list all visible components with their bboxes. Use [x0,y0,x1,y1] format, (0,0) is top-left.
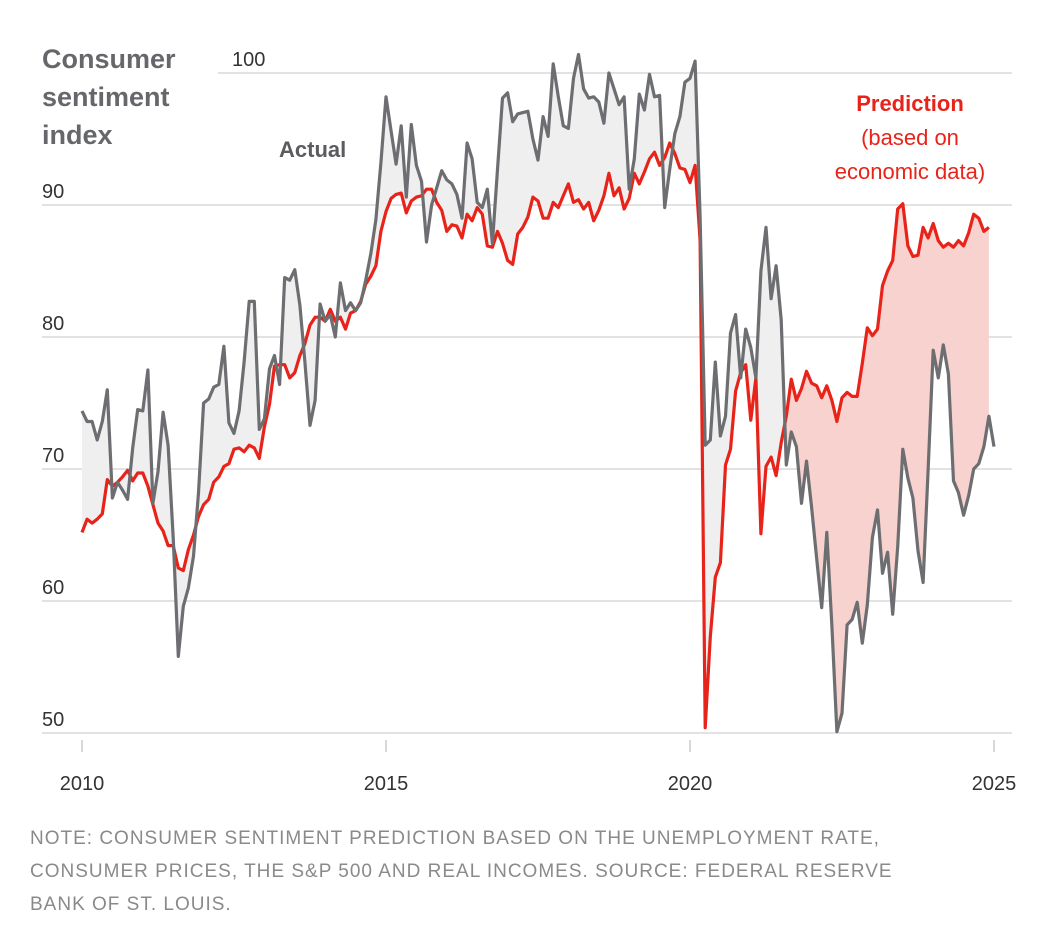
x-tick-label: 2025 [972,773,1017,795]
prediction-sublabel: (based on [861,125,959,150]
actual-series-line [80,52,996,734]
note-line: CONSUMER PRICES, THE S&P 500 AND REAL IN… [30,861,893,882]
prediction-label: Prediction [856,91,964,116]
title-line: index [42,120,113,150]
x-tick-label: 2010 [60,773,105,795]
y-tick-label: 50 [42,709,64,731]
x-tick-label: 2015 [364,773,409,795]
x-axis-ticks: 2010 2015 2020 2025 [60,773,1017,795]
y-axis-ticks: 100 90 80 70 60 50 [42,49,265,731]
y-tick-label: 60 [42,577,64,599]
y-tick-label: 80 [42,313,64,335]
series-lines [80,52,996,734]
prediction-gap-fill [784,203,989,732]
title-line: Consumer [42,44,176,74]
x-tick-label: 2020 [668,773,713,795]
actual-series-label: Actual [279,137,347,162]
title-line: sentiment [42,82,170,112]
source-note: NOTE: CONSUMER SENTIMENT PREDICTION BASE… [30,822,1020,921]
y-tick-label: 100 [232,49,265,71]
note-line: NOTE: CONSUMER SENTIMENT PREDICTION BASE… [30,828,880,849]
prediction-series-label: Prediction (based on economic data) [810,87,1010,189]
chart-title: Consumer sentiment index [42,40,212,154]
prediction-series-line [80,141,990,730]
note-line: BANK OF ST. LOUIS. [30,894,232,915]
y-tick-label: 70 [42,445,64,467]
prediction-sublabel: economic data) [834,159,986,184]
y-tick-label: 90 [42,181,64,203]
gap-fills [82,54,989,732]
actual-gap-fill [82,54,785,728]
